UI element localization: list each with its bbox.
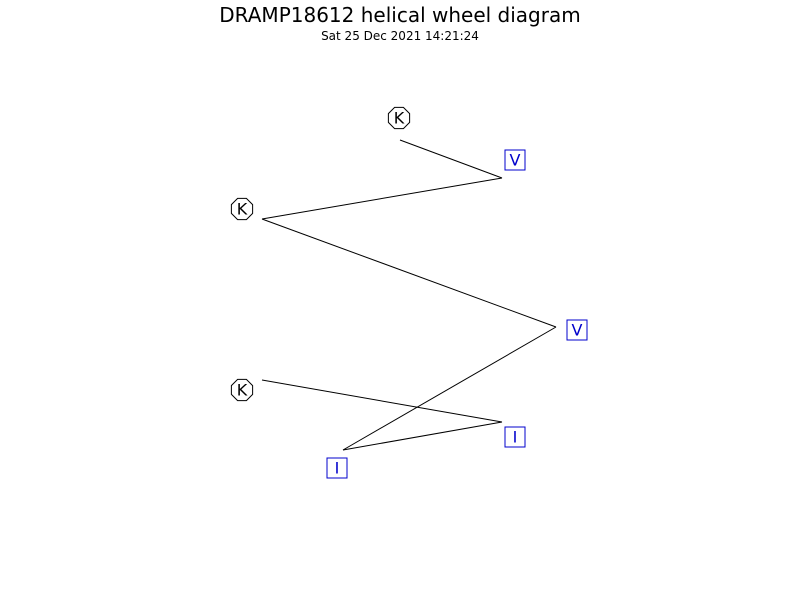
octagon-marker [230,197,254,221]
square-marker [504,426,526,448]
helix-connector-line [399,139,503,179]
residue-v-marker: V [566,319,588,341]
residue-k-marker: K [387,106,411,130]
residue-label: K [237,200,248,219]
residue-label: K [237,381,248,400]
square-marker [504,149,526,171]
residue-label: V [510,151,521,170]
residue-i-marker: I [504,426,526,448]
square-marker [566,319,588,341]
helix-connector-line [261,177,503,220]
residue-i-marker: I [326,457,348,479]
page-title: DRAMP18612 helical wheel diagram [219,3,581,27]
residue-label: I [335,459,340,478]
timestamp: Sat 25 Dec 2021 14:21:24 [321,29,479,43]
residue-label: I [513,428,518,447]
residue-label: V [572,321,583,340]
helix-connector-line [342,421,503,451]
residue-v-marker: V [504,149,526,171]
helix-connector-line [261,379,503,423]
square-marker [326,457,348,479]
octagon-marker [230,378,254,402]
residue-k-marker: K [230,378,254,402]
helix-connector-line [342,326,557,451]
helix-connectors [261,139,557,451]
residue-k-marker: K [230,197,254,221]
residue-label: K [394,109,405,128]
helix-connector-line [261,218,557,328]
residue-markers: K V K V I I K [230,106,588,479]
octagon-marker [387,106,411,130]
